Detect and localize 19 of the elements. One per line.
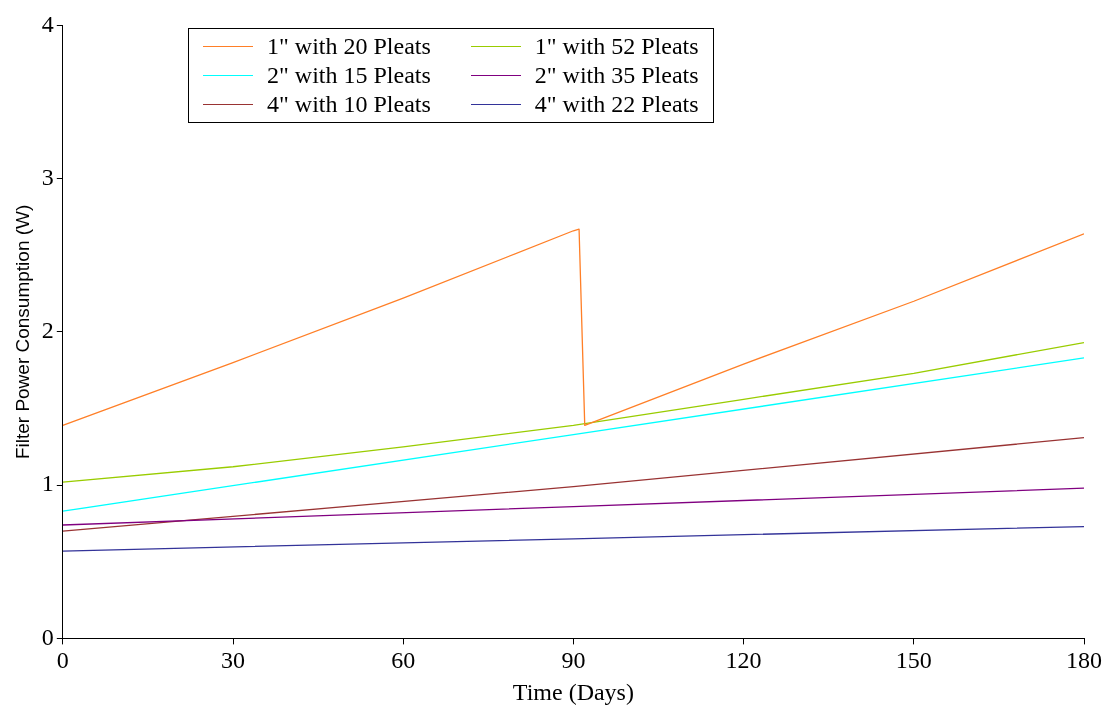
y-tick-label: 1 — [41, 470, 54, 497]
x-tick-label: 120 — [725, 647, 762, 674]
y-tick-label: 0 — [41, 623, 54, 650]
y-tick-label: 2 — [41, 317, 54, 344]
y-axis-title: Filter Power Consumption (W) — [11, 204, 33, 460]
x-tick-label: 60 — [391, 647, 416, 674]
x-tick-label: 180 — [1066, 647, 1102, 674]
legend-label: 2" with 35 Pleats — [534, 62, 699, 89]
x-tick-label: 90 — [561, 647, 586, 674]
y-tick-label: 4 — [41, 10, 54, 37]
legend-label: 1" with 20 Pleats — [267, 33, 431, 60]
y-tick-label: 3 — [41, 163, 54, 190]
x-tick-label: 150 — [895, 647, 932, 674]
legend-label: 4" with 22 Pleats — [534, 91, 699, 118]
x-axis-title: Time (Days) — [512, 678, 634, 705]
x-tick-label: 30 — [221, 647, 245, 674]
legend-label: 2" with 15 Pleats — [267, 62, 431, 89]
legend-label: 4" with 10 Pleats — [267, 91, 431, 118]
legend-label: 1" with 52 Pleats — [534, 33, 699, 60]
